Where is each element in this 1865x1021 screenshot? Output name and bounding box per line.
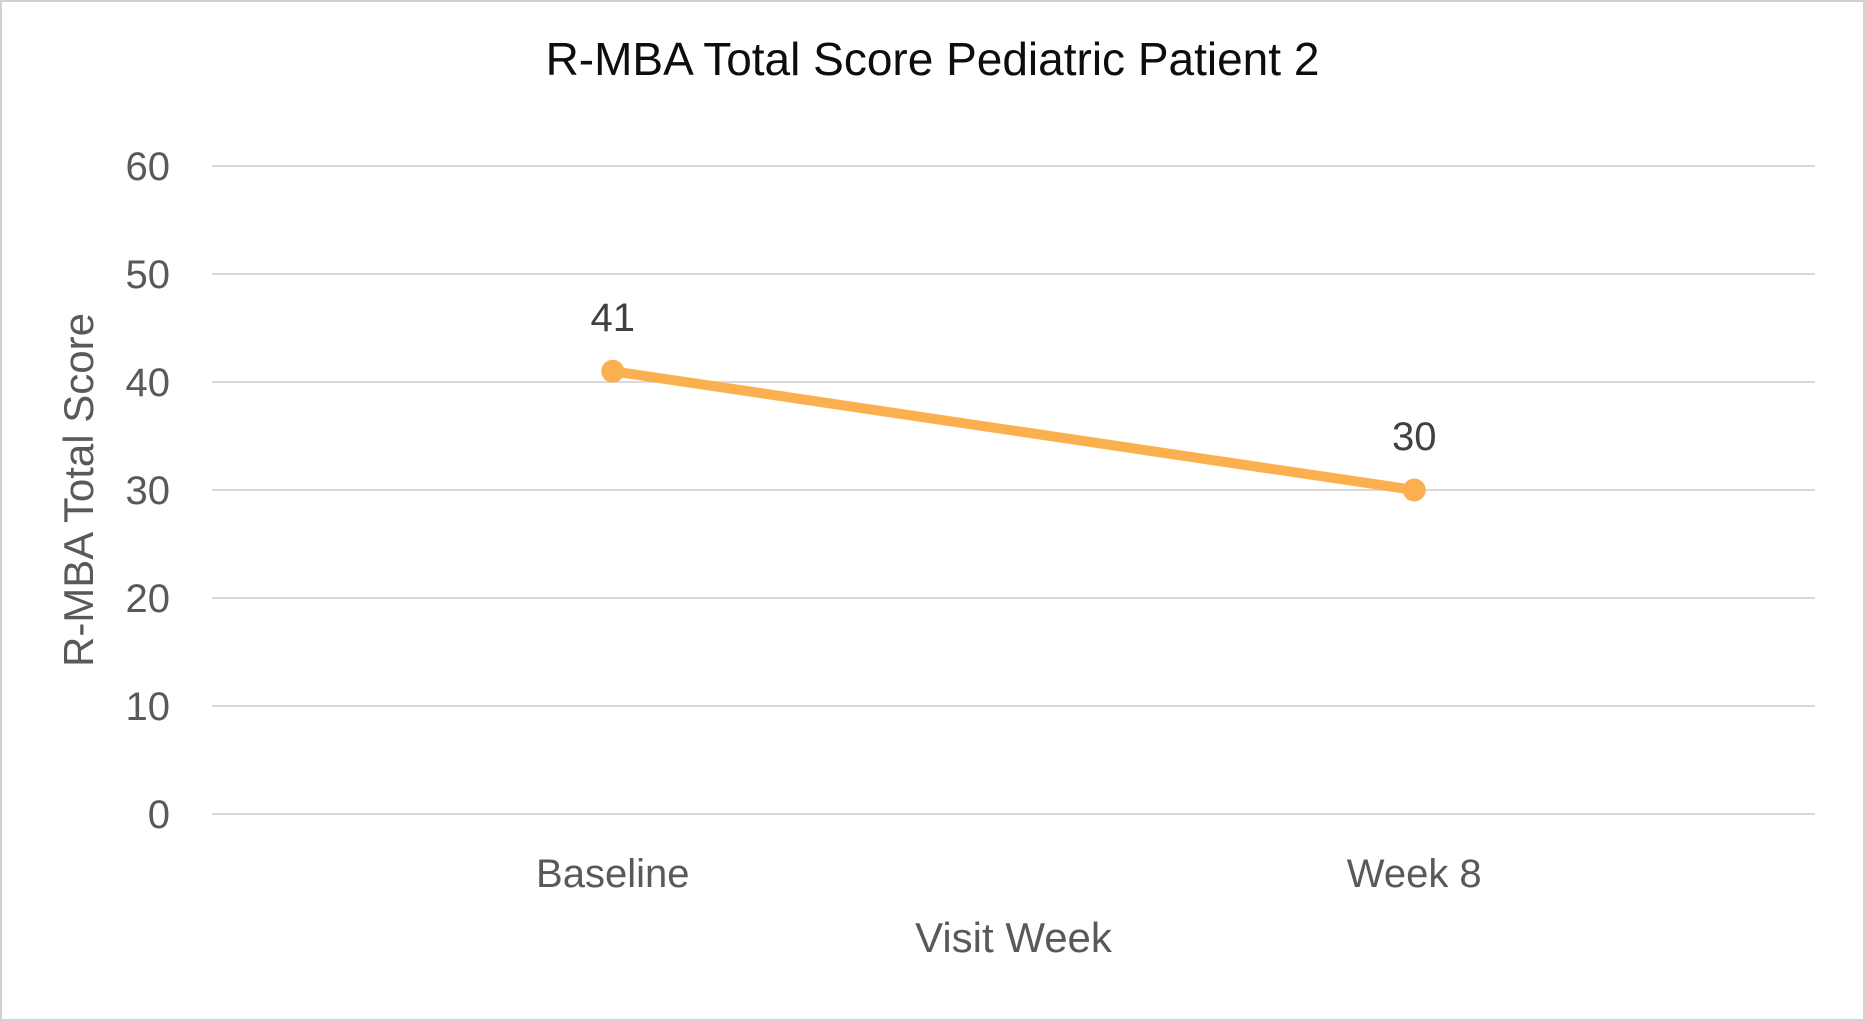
series-line: [607, 366, 1420, 495]
y-tick-label: 10: [126, 685, 171, 729]
x-category-label: Week 8: [1347, 852, 1482, 896]
data-point-marker: [601, 359, 625, 383]
y-tick-label: 20: [126, 577, 171, 621]
y-tick-label: 60: [126, 145, 171, 189]
y-tick-label: 50: [126, 253, 171, 297]
y-tick-label: 40: [126, 361, 171, 405]
data-label: 30: [1392, 415, 1437, 459]
y-tick-label: 30: [126, 469, 171, 513]
y-tick-label: 0: [148, 793, 170, 837]
chart-title: R-MBA Total Score Pediatric Patient 2: [545, 33, 1320, 85]
x-category-label: Baseline: [536, 852, 689, 896]
data-label: 41: [591, 296, 636, 340]
x-axis-title: Visit Week: [915, 914, 1112, 961]
data-point-marker: [1402, 478, 1426, 502]
